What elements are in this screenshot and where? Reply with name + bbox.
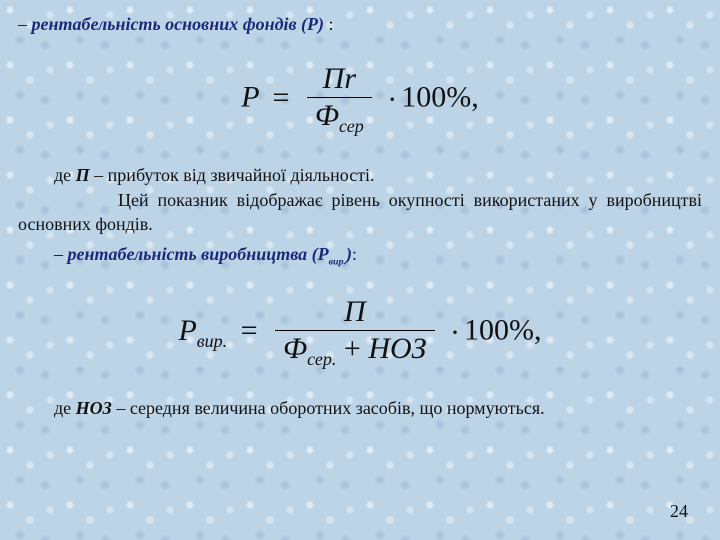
f2-den1-sub: сер. bbox=[307, 349, 336, 369]
desc2-bold: НОЗ bbox=[76, 398, 112, 418]
f2-den1-main: Ф bbox=[283, 332, 307, 365]
section2-desc: де НОЗ – середня величина оборотних засо… bbox=[18, 396, 702, 420]
f2-fraction: П Фсер. + НОЗ bbox=[271, 295, 439, 370]
heading2-prefix: – bbox=[54, 244, 68, 264]
dot-operator: · bbox=[383, 83, 401, 116]
page-number: 24 bbox=[670, 501, 688, 522]
h2-sub: вир. bbox=[329, 257, 346, 268]
formula-2: Pвир. = П Фсер. + НОЗ ·100%, bbox=[178, 295, 541, 370]
heading-colon: : bbox=[324, 14, 334, 34]
f2-lhs: Pвир. bbox=[178, 314, 234, 347]
f1-lhs: P bbox=[241, 81, 259, 114]
heading-text: рентабельність основних фондів (Р) bbox=[32, 14, 325, 34]
section1-heading: – рентабельність основних фондів (Р) : bbox=[18, 12, 702, 36]
heading2-colon: : bbox=[352, 244, 357, 264]
desc1-bold: П bbox=[76, 165, 90, 185]
desc2-post: – середня величина оборотних засобів, що… bbox=[112, 398, 545, 418]
f2-mult: 100%, bbox=[464, 314, 542, 347]
formula-2-wrap: Pвир. = П Фсер. + НОЗ ·100%, bbox=[18, 269, 702, 396]
formula-1: P = Пr Фсер ·100%, bbox=[241, 62, 479, 137]
f2-plus: + bbox=[344, 332, 361, 365]
equals-sign-2: = bbox=[235, 314, 264, 347]
section1-desc-para: Цей показник відображає рівень окупності… bbox=[18, 188, 702, 237]
f2-den2: НОЗ bbox=[368, 332, 426, 365]
f2-lhs-main: P bbox=[178, 314, 196, 347]
f1-den-sub: сер bbox=[339, 116, 364, 136]
f1-den-main: Ф bbox=[315, 99, 339, 132]
f2-numerator: П bbox=[275, 295, 435, 331]
f1-mult: 100%, bbox=[401, 81, 479, 114]
f2-lhs-sub: вир. bbox=[197, 331, 227, 351]
f1-numerator: Пr bbox=[307, 62, 372, 98]
h2-p1: рентабельність виробництва (Р bbox=[68, 244, 329, 264]
section2-heading: – рентабельність виробництва (Рвир.): bbox=[18, 242, 702, 269]
f2-denominator: Фсер. + НОЗ bbox=[275, 331, 435, 370]
f1-denominator: Фсер bbox=[307, 98, 372, 137]
desc1-post: – прибуток від звичайної діяльності. bbox=[90, 165, 375, 185]
dot-operator-2: · bbox=[446, 316, 464, 349]
section1-desc-line1: де П – прибуток від звичайної діяльності… bbox=[18, 163, 702, 187]
formula-1-wrap: P = Пr Фсер ·100%, bbox=[18, 36, 702, 163]
desc1-pre: де bbox=[54, 165, 76, 185]
heading2-text: рентабельність виробництва (Рвир.) bbox=[68, 244, 352, 264]
equals-sign: = bbox=[266, 81, 295, 114]
heading-prefix: – bbox=[18, 14, 32, 34]
desc2-pre: де bbox=[54, 398, 76, 418]
f1-fraction: Пr Фсер bbox=[303, 62, 376, 137]
